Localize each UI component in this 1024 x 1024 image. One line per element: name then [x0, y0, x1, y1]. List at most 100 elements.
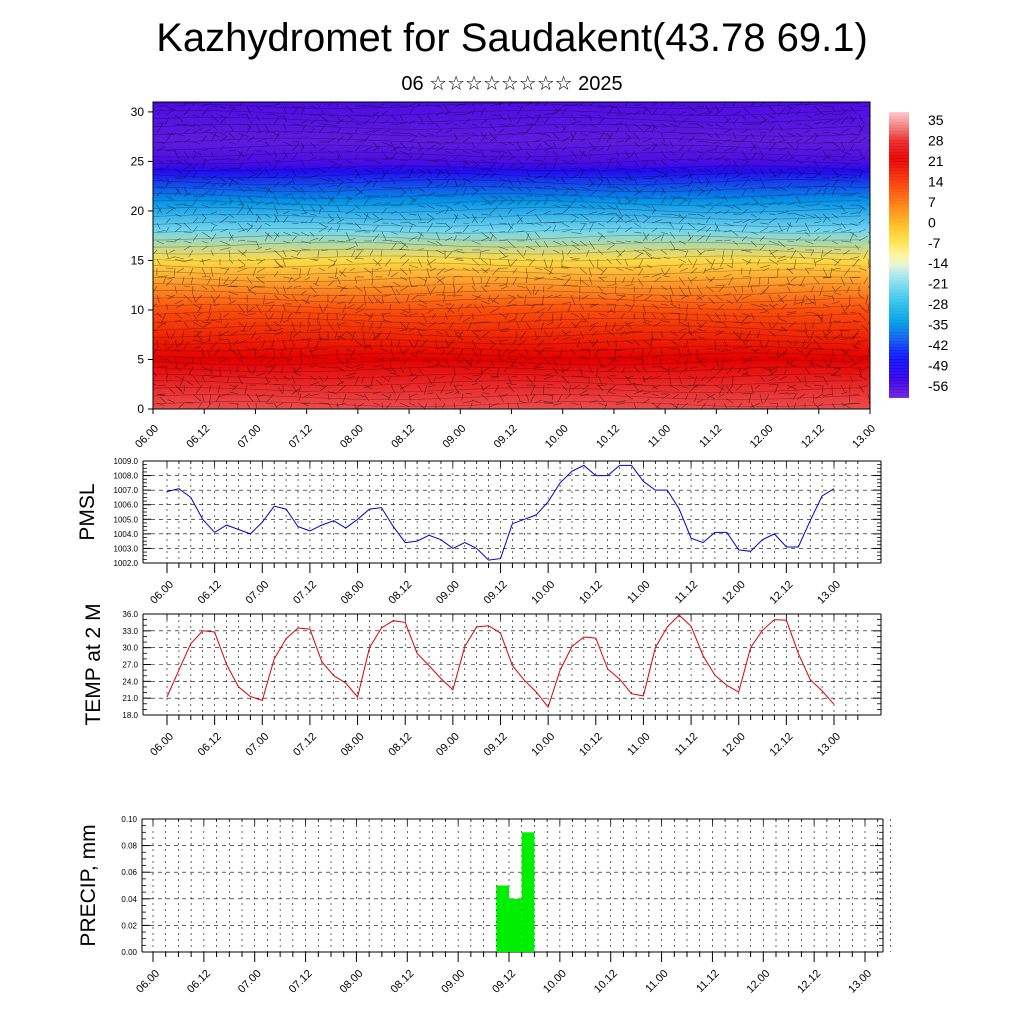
wind-vector [762, 267, 770, 272]
wind-vector [228, 177, 239, 184]
wind-vector [606, 190, 617, 197]
precipitation-panel: 0.000.020.040.060.080.1006.00 06.12 07.00 0… [77, 815, 891, 996]
wind-vector [687, 159, 699, 162]
wind-vector [255, 201, 263, 206]
wind-vector [219, 339, 229, 341]
wind-vector [273, 294, 280, 301]
wind-vector [210, 222, 218, 227]
wind-vector [858, 235, 868, 242]
wind-vector [786, 132, 796, 137]
wind-vector [318, 337, 329, 341]
wind-vector [822, 357, 829, 367]
wind-vector [525, 200, 532, 206]
wind-vector [544, 347, 554, 350]
wind-vector [236, 366, 239, 373]
wind-vector [390, 210, 397, 215]
wind-vector [489, 222, 494, 230]
y-tick-label: 1005.0 [114, 515, 139, 524]
wind-vector [597, 159, 602, 166]
wind-vector [351, 249, 356, 258]
wind-vector [714, 312, 721, 320]
wind-vector [816, 335, 824, 341]
wind-vector [815, 393, 824, 399]
wind-vector [600, 267, 608, 276]
wind-vector [375, 258, 383, 266]
wind-vector [606, 339, 610, 347]
wind-vector [705, 285, 715, 293]
wind-vector [217, 384, 221, 394]
wind-vector [534, 336, 541, 341]
wind-vector [696, 177, 703, 185]
wind-vector [390, 285, 396, 296]
wind-vector [291, 222, 299, 224]
wind-vector [800, 276, 806, 286]
wind-vector [534, 363, 542, 368]
wind-vector [571, 384, 581, 390]
wind-vector [629, 303, 635, 313]
wind-vector [165, 161, 173, 170]
wind-vector [723, 114, 729, 122]
x-tick-label: 12.12 [768, 731, 796, 759]
wind-vector [660, 102, 664, 107]
wind-vector [417, 173, 425, 179]
wind-vector [741, 258, 751, 264]
wind-vector [597, 267, 605, 272]
wind-vector [617, 249, 626, 258]
isoline [153, 110, 862, 116]
wind-vector [318, 375, 324, 383]
wind-vector [498, 199, 505, 206]
wind-vector [748, 393, 752, 404]
wind-vector [867, 303, 870, 312]
wind-vector [570, 174, 580, 179]
wind-vector [327, 391, 338, 395]
isoline [153, 207, 862, 213]
wind-vector [418, 299, 428, 305]
wind-vector [264, 113, 275, 116]
wind-vector [174, 213, 182, 217]
wind-vector [651, 402, 661, 409]
wind-vector [435, 123, 441, 129]
wind-vector [210, 294, 216, 304]
wind-vector [480, 267, 488, 274]
wind-vector [552, 204, 561, 208]
x-tick-label: 09.00 [440, 423, 468, 451]
wind-vector [819, 285, 824, 296]
wind-vector [536, 339, 545, 348]
wind-vector [694, 393, 698, 403]
wind-vector [456, 285, 464, 293]
wind-vector [426, 249, 429, 258]
wind-vector [237, 312, 249, 317]
isoline [153, 221, 862, 227]
wind-vector [201, 190, 210, 197]
wind-vector [421, 312, 428, 323]
wind-vector [345, 120, 353, 125]
wind-vector [633, 366, 640, 373]
wind-vector [408, 139, 415, 143]
wind-vector [416, 348, 419, 356]
wind-vector [345, 258, 353, 263]
wind-vector [516, 393, 521, 401]
wind-vector [489, 298, 500, 305]
wind-vector [273, 285, 280, 294]
wind-vector [771, 303, 779, 307]
wind-vector [312, 282, 320, 287]
wind-vector [435, 231, 441, 241]
pmsl-panel: 1002.01003.01004.01005.01006.01007.01008… [76, 457, 882, 607]
wind-vector [354, 144, 362, 152]
wind-vector [498, 246, 509, 251]
wind-vector [613, 303, 617, 311]
wind-vector [692, 258, 698, 269]
wind-vector [369, 249, 374, 256]
wind-vector [831, 105, 836, 112]
x-tick-label: 07.12 [287, 423, 315, 451]
wind-vector [534, 308, 545, 314]
wind-vector [426, 392, 434, 395]
wind-vector [723, 339, 728, 347]
wind-vector [549, 330, 554, 337]
wind-vector [581, 280, 590, 287]
wind-vector [642, 138, 651, 143]
wind-vector [399, 267, 408, 276]
wind-vector [699, 362, 707, 368]
wind-vector [381, 239, 392, 242]
isoline [153, 193, 862, 199]
